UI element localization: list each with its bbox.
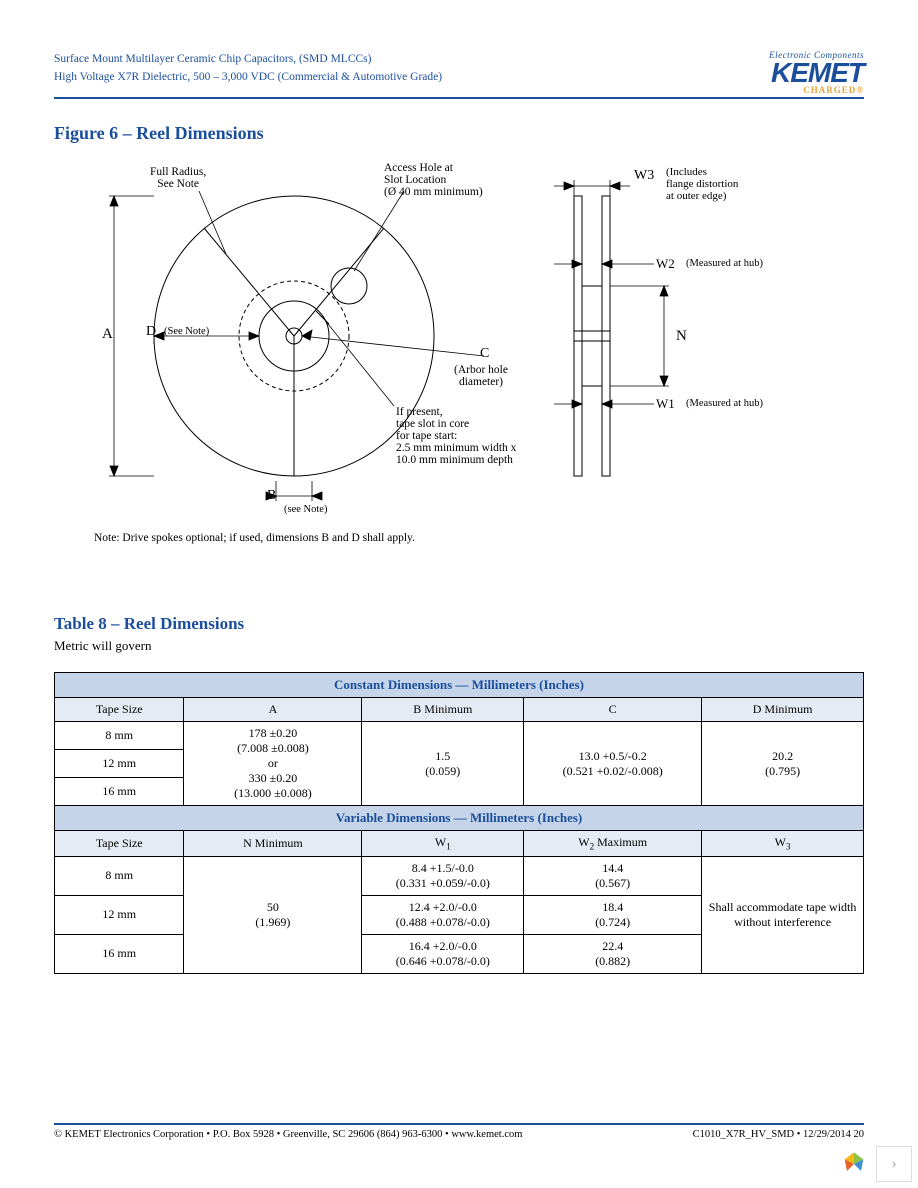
- cell-W3: Shall accommodate tape width without int…: [702, 856, 864, 973]
- label-full-radius: Full Radius, See Note: [150, 166, 206, 190]
- footer-right: C1010_X7R_HV_SMD • 12/29/2014 20: [693, 1129, 864, 1140]
- cell-W2-1: 18.4 (0.724): [524, 895, 702, 934]
- cell-W1-2: 16.4 +2.0/-0.0 (0.646 +0.078/-0.0): [362, 934, 524, 973]
- table-title: Table 8 – Reel Dimensions: [54, 614, 864, 634]
- cell2-12mm: 12 mm: [55, 895, 184, 934]
- cell-W1-0: 8.4 +1.5/-0.0 (0.331 +0.059/-0.0): [362, 856, 524, 895]
- label-A: A: [102, 326, 113, 343]
- col-C: C: [524, 698, 702, 722]
- label-B-note: (see Note): [284, 504, 327, 515]
- label-D: D: [146, 324, 156, 340]
- reel-diagram: A D (See Note) Full Radius, See Note Acc…: [54, 156, 864, 526]
- cell-W1-1: 12.4 +2.0/-0.0 (0.488 +0.078/-0.0): [362, 895, 524, 934]
- logo: Electronic Components KEMET CHARGED®: [769, 50, 864, 95]
- col2-W3: W3: [702, 831, 864, 856]
- diagram-svg: [54, 156, 864, 526]
- label-W3: W3: [634, 168, 654, 184]
- col-A: A: [184, 698, 362, 722]
- logo-main: KEMET: [769, 60, 864, 85]
- col2-N: N Minimum: [184, 831, 362, 856]
- footer-left: © KEMET Electronics Corporation • P.O. B…: [54, 1129, 522, 1140]
- figure-title: Figure 6 – Reel Dimensions: [54, 123, 864, 144]
- section2-header: Variable Dimensions — Millimeters (Inche…: [55, 806, 864, 831]
- label-arbor: (Arbor hole diameter): [454, 364, 508, 388]
- cell-A: 178 ±0.20 (7.008 ±0.008) or 330 ±0.20 (1…: [184, 722, 362, 806]
- label-C: C: [480, 346, 489, 362]
- col-B: B Minimum: [362, 698, 524, 722]
- cell-C: 13.0 +0.5/-0.2 (0.521 +0.02/-0.008): [524, 722, 702, 806]
- col-D: D Minimum: [702, 698, 864, 722]
- label-W1: W1: [656, 396, 675, 412]
- label-access-hole: Access Hole at Slot Location (Ø 40 mm mi…: [384, 162, 483, 198]
- cell-16mm: 16 mm: [55, 778, 184, 806]
- col-tape-size: Tape Size: [55, 698, 184, 722]
- table-govern: Metric will govern: [54, 638, 864, 654]
- pager-logo-icon: [840, 1150, 868, 1178]
- label-tape-slot: If present, tape slot in core for tape s…: [396, 406, 516, 466]
- col2-W1: W1: [362, 831, 524, 856]
- pager: ›: [840, 1146, 912, 1182]
- cell2-8mm: 8 mm: [55, 856, 184, 895]
- cell-12mm: 12 mm: [55, 750, 184, 778]
- col2-W2: W2 Maximum: [524, 831, 702, 856]
- cell-D: 20.2 (0.795): [702, 722, 864, 806]
- next-page-button[interactable]: ›: [876, 1146, 912, 1182]
- header-line2: High Voltage X7R Dielectric, 500 – 3,000…: [54, 68, 442, 86]
- col2-tape-size: Tape Size: [55, 831, 184, 856]
- label-B: B: [267, 488, 276, 504]
- dimensions-table: Constant Dimensions — Millimeters (Inche…: [54, 672, 864, 973]
- section1-header: Constant Dimensions — Millimeters (Inche…: [55, 673, 864, 698]
- header-title-block: Surface Mount Multilayer Ceramic Chip Ca…: [54, 50, 442, 87]
- cell-B: 1.5 (0.059): [362, 722, 524, 806]
- cell-8mm: 8 mm: [55, 722, 184, 750]
- label-D-note: (See Note): [164, 326, 209, 337]
- chevron-right-icon: ›: [891, 1155, 896, 1173]
- label-W2: W2: [656, 256, 675, 272]
- label-N: N: [676, 328, 687, 345]
- cell-W2-2: 22.4 (0.882): [524, 934, 702, 973]
- cell-W2-0: 14.4 (0.567): [524, 856, 702, 895]
- header-line1: Surface Mount Multilayer Ceramic Chip Ca…: [54, 50, 442, 68]
- label-W3-note: (Includes flange distortion at outer edg…: [666, 166, 738, 202]
- label-W2-note: (Measured at hub): [686, 258, 763, 269]
- cell2-16mm: 16 mm: [55, 934, 184, 973]
- page-header: Surface Mount Multilayer Ceramic Chip Ca…: [54, 50, 864, 99]
- page-footer: © KEMET Electronics Corporation • P.O. B…: [54, 1123, 864, 1140]
- label-W1-note: (Measured at hub): [686, 398, 763, 409]
- figure-note: Note: Drive spokes optional; if used, di…: [94, 532, 864, 544]
- cell-N: 50 (1.969): [184, 856, 362, 973]
